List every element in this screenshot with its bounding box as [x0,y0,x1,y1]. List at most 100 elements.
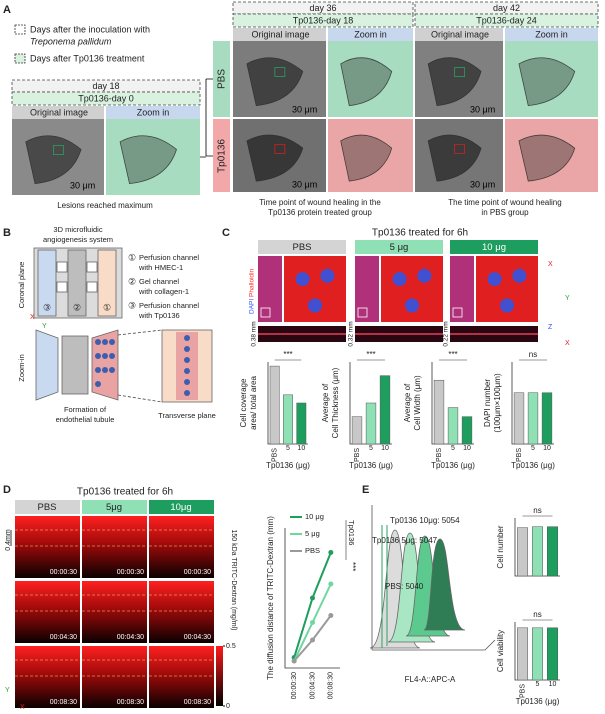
annotation: ns [533,506,541,515]
label: day 36 [309,3,336,13]
histogram [423,538,466,631]
label: Y [42,323,47,330]
label: 00:08:30 [50,699,77,706]
cell-shape [518,134,576,182]
bar [283,394,293,445]
label: ① [128,252,136,262]
label: Tp0136 10μg: 5054 [390,516,460,525]
cell-dot [109,339,115,345]
bracket [200,78,213,158]
bar [379,375,391,445]
label: 0.4mm [5,529,12,551]
legend-text: 5 μg [305,529,320,538]
cell-shape [518,57,576,107]
label: X [20,704,25,711]
axis-title: Average of [403,383,412,422]
x-tick-label: 00:04:30 [309,672,316,699]
cell-dot [102,367,108,373]
x-tick-label: 00:00:30 [291,672,298,699]
bar [547,627,558,681]
axis-title: Tp0136 (μg) [431,461,475,470]
x-tick-label: 10 [463,445,471,452]
label: Z [548,324,553,331]
channel [61,335,89,395]
label: Tp0136 [217,139,228,173]
point [328,581,334,587]
panel-label: A [3,4,11,16]
axis [349,362,392,445]
bar [461,416,473,445]
label: Tp0136 protein treated group [268,208,372,217]
bar [541,392,553,445]
label: Coronal plane [17,262,26,309]
x-tick-label: 5 [369,445,373,452]
label: X [565,340,570,347]
label: Phalloidin [249,268,256,297]
axis [284,528,340,669]
label: Y [5,687,10,694]
axis-title: area/ total area [249,376,258,430]
axis-title: Tp0136 (μg) [516,697,560,706]
point [310,595,315,601]
label: 00:00:30 [117,569,144,576]
bar [351,416,363,445]
label: Tp0136 5μg: 5047 [372,536,438,545]
x-tick-label: 10 [297,445,305,452]
label: 5 μg [390,242,409,253]
cell-dot [109,353,115,359]
bar [532,627,543,681]
legend-text: Days after Tp0136 treatment [30,53,145,63]
label: Gel channel [139,277,179,286]
nucleus [417,268,432,283]
label: day 18 [92,81,119,91]
label: 0.5 [226,643,236,650]
micrograph [82,646,147,708]
x-tick-label: 5 [286,445,290,452]
annotation: *** [348,562,357,571]
micrograph [15,646,80,708]
cell-dot [184,357,190,363]
label: Lesions reached maximum [57,201,153,210]
cell-dot [184,379,190,385]
label: 0 [226,703,230,710]
axis-title: Cell viability [496,630,505,672]
nucleus [405,298,419,313]
roi-box [53,145,64,156]
label: Tp0136-day 0 [78,93,134,103]
label: 30 μm [470,179,495,189]
treatment-box [232,13,414,28]
cell-shape [427,57,482,107]
label: in PBS group [481,208,529,217]
label: Formation of [64,405,107,414]
roi-box [454,67,466,77]
front-line [15,659,80,677]
label: Perfusion channel [139,301,199,310]
front-line [149,529,214,547]
axis-title: Cell number [496,525,505,568]
bar [527,392,539,445]
nucleus [392,272,407,287]
panel-label: D [3,484,11,496]
label: X [30,314,35,321]
channel [37,249,57,317]
x-tick-label: 5 [531,445,535,452]
axis-title: Average of [321,383,330,422]
label: Zoom in [137,107,170,117]
front-line [149,659,214,677]
point [310,637,315,643]
front-line [15,529,80,547]
bar [296,402,307,445]
label: Tp0136-day 18 [293,15,354,25]
cell-shape [119,135,177,185]
label: ② [128,276,136,286]
bar [433,379,445,445]
group-header [450,240,538,254]
label: ③ [43,302,51,312]
roi-box [454,144,466,154]
tubule [176,332,198,400]
front-line [82,529,147,547]
label: PBS: 5040 [385,582,424,591]
annotation: *** [366,350,375,359]
front-line [15,594,80,612]
